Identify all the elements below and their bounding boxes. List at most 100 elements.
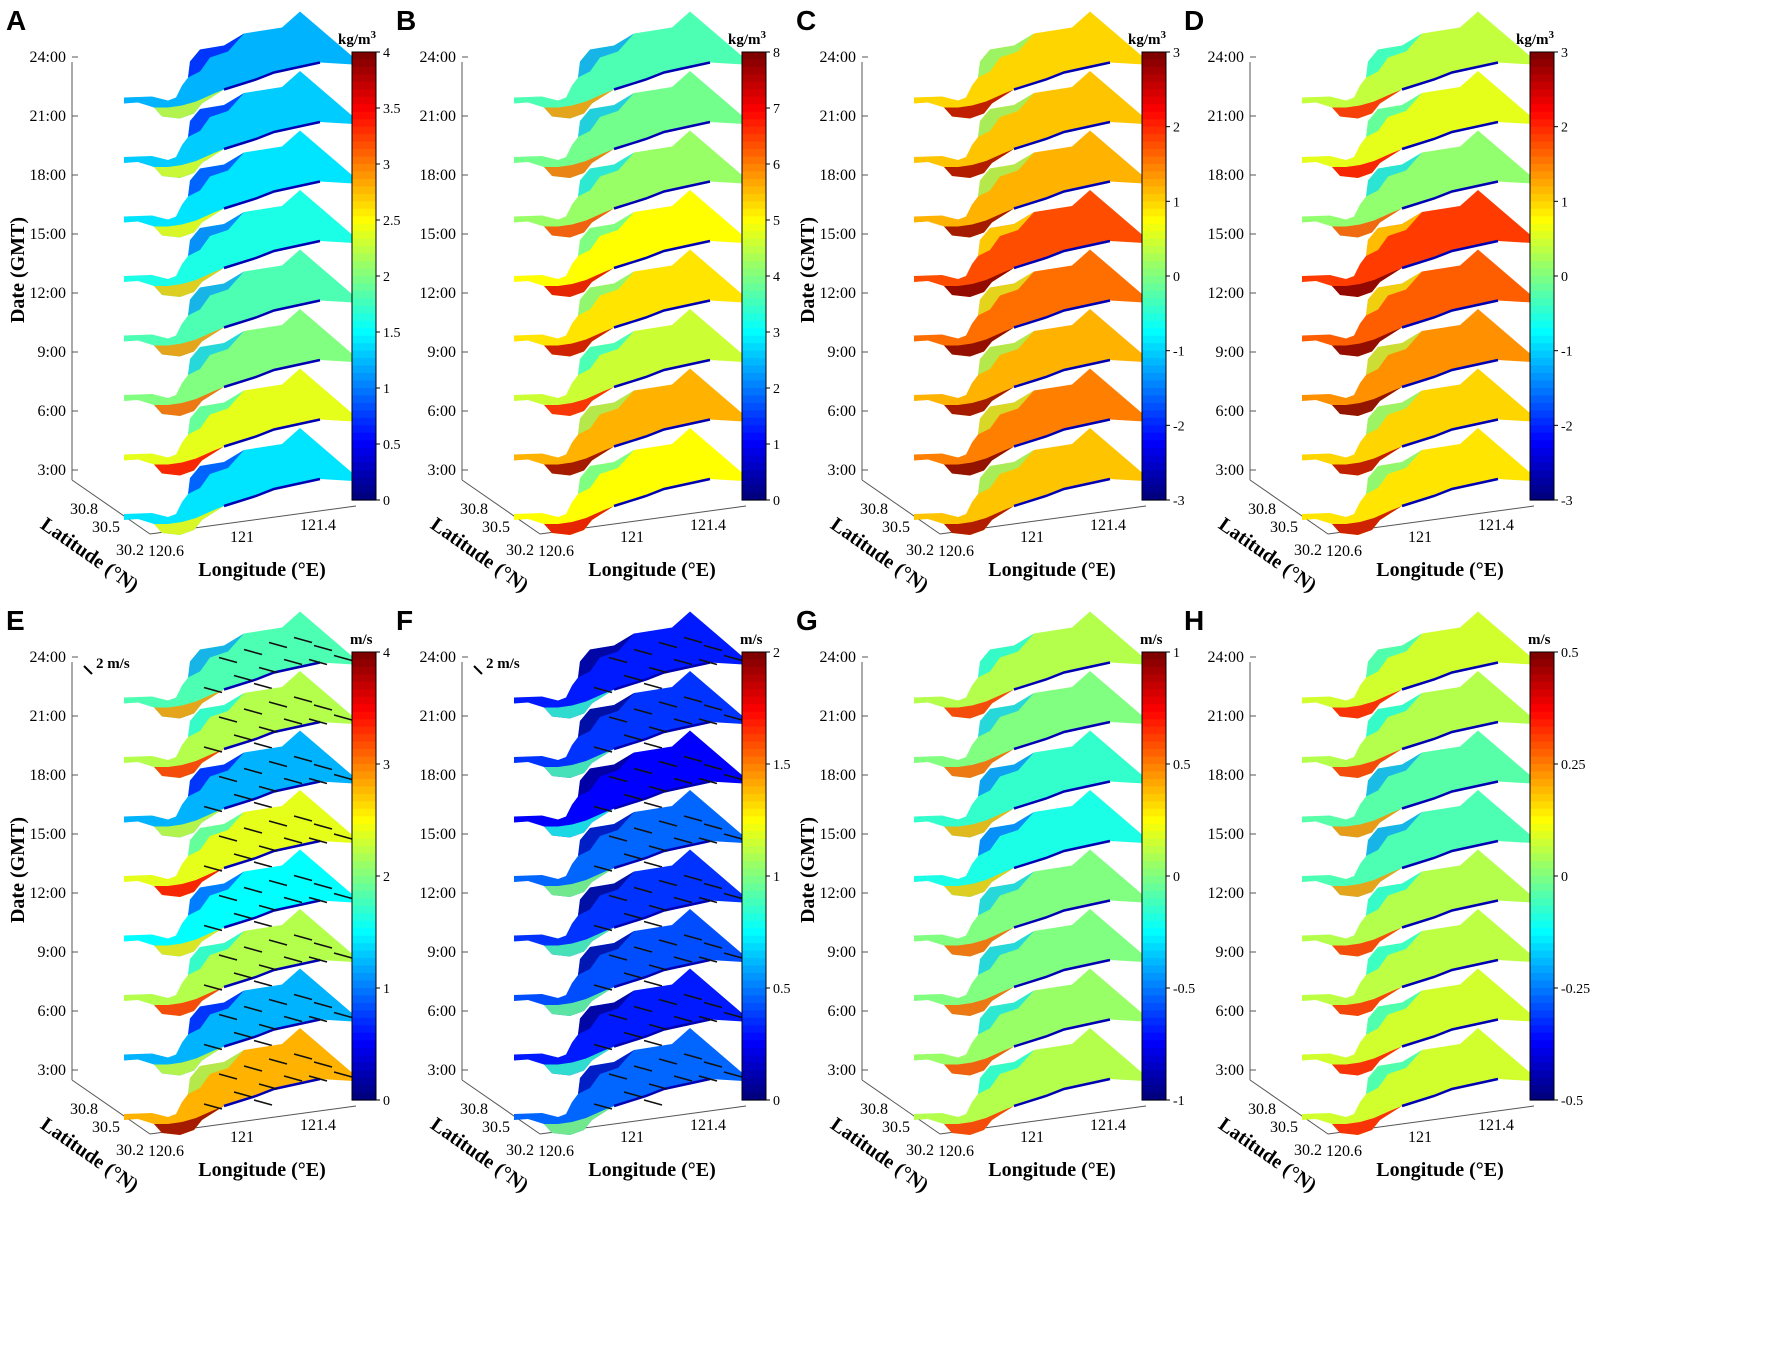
panel-letter: A: [6, 5, 26, 36]
slice-coast-edge: [1401, 1077, 1499, 1108]
colorbar: 4 3 2 1 0 m/s: [350, 632, 390, 1109]
velocity-vector: [658, 760, 678, 768]
colorbar-segment: [742, 666, 766, 675]
lat-tick-label: 30.2: [506, 542, 534, 559]
slice-shoal-highlight: [1332, 268, 1402, 297]
velocity-vector: [703, 1001, 723, 1009]
colorbar-segment: [742, 59, 766, 68]
colorbar-segment: [1142, 1047, 1166, 1056]
colorbar-segment: [742, 980, 766, 989]
colorbar-segment: [1142, 66, 1166, 75]
reference-vector-label: 2 m/s: [486, 656, 520, 672]
colorbar: 2 1.5 1 0.5 0 m/s: [740, 632, 791, 1109]
colorbar-segment: [352, 246, 376, 255]
slice-6:00: [124, 968, 370, 1076]
colorbar-segment: [1530, 988, 1554, 997]
slice-shoal-highlight: [544, 808, 614, 838]
velocity-vector: [308, 718, 328, 725]
colorbar-segment: [742, 846, 766, 855]
colorbar-segment: [352, 831, 376, 840]
colorbar-segment: [352, 119, 376, 128]
colorbar-segment: [1142, 719, 1166, 728]
time-tick-label: 3:00: [428, 462, 456, 479]
velocity-vector: [593, 924, 613, 932]
colorbar-tick-label: 3: [383, 758, 390, 773]
colorbar-segment: [742, 898, 766, 907]
velocity-vector: [268, 760, 288, 768]
colorbar-segment: [1530, 1092, 1554, 1101]
slice-18:00: [514, 130, 760, 238]
panel-letter: F: [396, 605, 413, 636]
colorbar-segment: [742, 681, 766, 690]
colorbar-segment: [352, 455, 376, 464]
colorbar-tick-label: 3: [1173, 46, 1180, 61]
velocity-vector: [608, 656, 628, 664]
slice-channel-shade: [578, 331, 634, 375]
slice-field: [514, 190, 760, 297]
slice-field: [514, 11, 760, 119]
slice-channel-shade: [578, 212, 634, 256]
colorbar-segment: [1530, 816, 1554, 825]
colorbar-segment: [1530, 719, 1554, 728]
slice-21:00: [914, 671, 1160, 778]
colorbar-segment: [742, 395, 766, 404]
slice-field: [124, 368, 370, 476]
colorbar-segment: [352, 178, 376, 187]
colorbar-segment: [1142, 410, 1166, 419]
colorbar-segment: [742, 66, 766, 75]
colorbar-tick-label: 2: [383, 270, 390, 285]
velocity-vector: [253, 920, 273, 928]
colorbar-segment: [352, 905, 376, 914]
time-tick-label: 3:00: [428, 1062, 456, 1079]
colorbar-segment: [1142, 81, 1166, 90]
slice-15:00: [914, 790, 1160, 897]
colorbar-segment: [352, 1010, 376, 1019]
colorbar-segment: [352, 447, 376, 456]
colorbar-segment: [352, 778, 376, 787]
colorbar-segment: [352, 193, 376, 202]
velocity-vector: [283, 837, 303, 844]
slice-coast-edge: [1401, 418, 1499, 448]
colorbar-segment: [1530, 410, 1554, 419]
slice-field: [514, 1028, 760, 1135]
colorbar-segment: [1530, 104, 1554, 113]
colorbar-segment: [1142, 711, 1166, 720]
colorbar-segment: [742, 883, 766, 892]
colorbar-segment: [1530, 231, 1554, 240]
colorbar-segment: [352, 696, 376, 705]
colorbar-segment: [742, 973, 766, 982]
colorbar-segment: [352, 861, 376, 870]
time-tick-label: 9:00: [1216, 944, 1244, 961]
colorbar-tick-label: -2: [1173, 419, 1185, 434]
velocity-vector: [658, 820, 678, 827]
velocity-vector: [683, 934, 703, 941]
colorbar-tick-label: 0: [1561, 270, 1568, 285]
velocity-vector: [233, 734, 253, 741]
velocity-vector: [243, 648, 263, 656]
slice-9:00: [124, 909, 370, 1016]
colorbar-segment: [742, 470, 766, 479]
velocity-vector: [643, 861, 663, 868]
colorbar-segment: [1142, 913, 1166, 922]
velocity-vector: [243, 708, 263, 715]
colorbar-segment: [1530, 883, 1554, 892]
slice-shoal-highlight: [944, 927, 1014, 957]
colorbar-segment: [352, 853, 376, 862]
slice-channel-shade: [1366, 331, 1422, 375]
slice-coast-edge: [1401, 780, 1499, 810]
velocity-vector: [623, 674, 643, 682]
slice-channel-shade: [578, 693, 634, 737]
colorbar-unit: kg/m3: [1128, 29, 1167, 48]
lon-tick-label: 120.6: [1326, 1143, 1362, 1160]
colorbar-tick-label: 2.5: [383, 214, 401, 229]
velocity-vector: [333, 654, 353, 662]
lat-tick-label: 30.5: [482, 519, 510, 536]
velocity-vector: [608, 894, 628, 902]
colorbar-segment: [742, 186, 766, 195]
colorbar-segment: [1530, 1017, 1554, 1026]
slice-21:00: [914, 71, 1160, 178]
slice-channel-shade: [188, 331, 244, 375]
colorbar-segment: [742, 868, 766, 877]
lat-axis-line: [71, 1079, 151, 1135]
